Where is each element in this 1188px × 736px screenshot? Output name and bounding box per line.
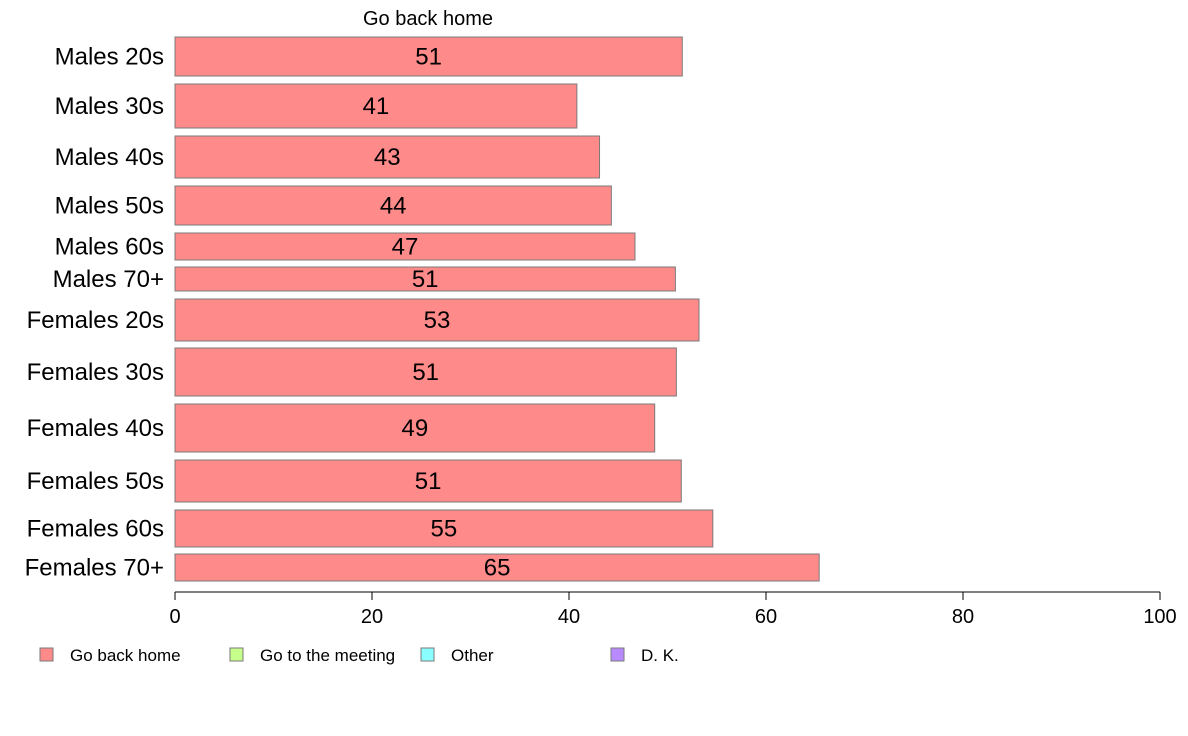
data-label: 51	[415, 468, 442, 495]
bar	[174, 266, 676, 292]
bars-group	[174, 36, 820, 582]
bar	[174, 459, 682, 503]
category-label: Females 20s	[27, 307, 164, 334]
x-tick-label: 80	[952, 606, 974, 628]
legend-swatch	[420, 647, 435, 662]
data-label: 47	[392, 234, 419, 261]
bar	[174, 135, 601, 179]
bar	[174, 36, 683, 77]
data-label: 41	[363, 93, 390, 120]
legend-swatch	[229, 647, 244, 662]
legend-swatch	[39, 647, 54, 662]
bar	[174, 298, 700, 342]
x-tick-label: 20	[361, 606, 383, 628]
data-label: 53	[424, 307, 451, 334]
value-labels: 51 41 43 44 47 51 53 51 49 51 55 65	[363, 44, 511, 582]
category-label: Males 40s	[55, 144, 164, 171]
category-label: Females 30s	[27, 359, 164, 386]
bar	[174, 83, 578, 129]
legend-label: Other	[451, 646, 494, 665]
data-label: 49	[401, 415, 428, 442]
bar	[174, 509, 714, 548]
category-label: Females 50s	[27, 468, 164, 495]
legend-swatch	[610, 647, 625, 662]
legend: Go back home Go to the meeting Other D. K.	[39, 646, 679, 665]
data-label: 65	[484, 555, 511, 582]
bar	[174, 403, 656, 453]
chart-title: Go back home	[363, 8, 493, 30]
data-label: 55	[431, 516, 458, 543]
x-tick-label: 0	[169, 606, 180, 628]
category-label: Males 70+	[53, 266, 164, 293]
category-label: Males 30s	[55, 93, 164, 120]
legend-label: Go back home	[70, 646, 181, 665]
bar	[174, 553, 820, 582]
category-label: Males 20s	[55, 44, 164, 71]
data-label: 43	[374, 144, 401, 171]
category-label: Females 70+	[25, 555, 164, 582]
category-label: Females 40s	[27, 415, 164, 442]
x-tick-label: 60	[755, 606, 777, 628]
legend-label: D. K.	[641, 646, 679, 665]
category-label: Males 60s	[55, 234, 164, 261]
category-labels: Males 20s Males 30s Males 40s Males 50s Male…	[25, 44, 164, 582]
x-tick-label: 100	[1143, 606, 1176, 628]
x-axis: 0 20 40 60 80 100	[169, 591, 1177, 628]
bar	[174, 185, 612, 226]
bar	[174, 232, 636, 261]
data-label: 51	[412, 266, 439, 293]
category-label: Females 60s	[27, 516, 164, 543]
category-label: Males 50s	[55, 193, 164, 220]
data-label: 51	[415, 44, 442, 71]
data-label: 51	[412, 359, 439, 386]
x-tick-label: 40	[558, 606, 580, 628]
data-label: 44	[380, 193, 407, 220]
legend-label: Go to the meeting	[260, 646, 395, 665]
bar	[174, 347, 677, 397]
